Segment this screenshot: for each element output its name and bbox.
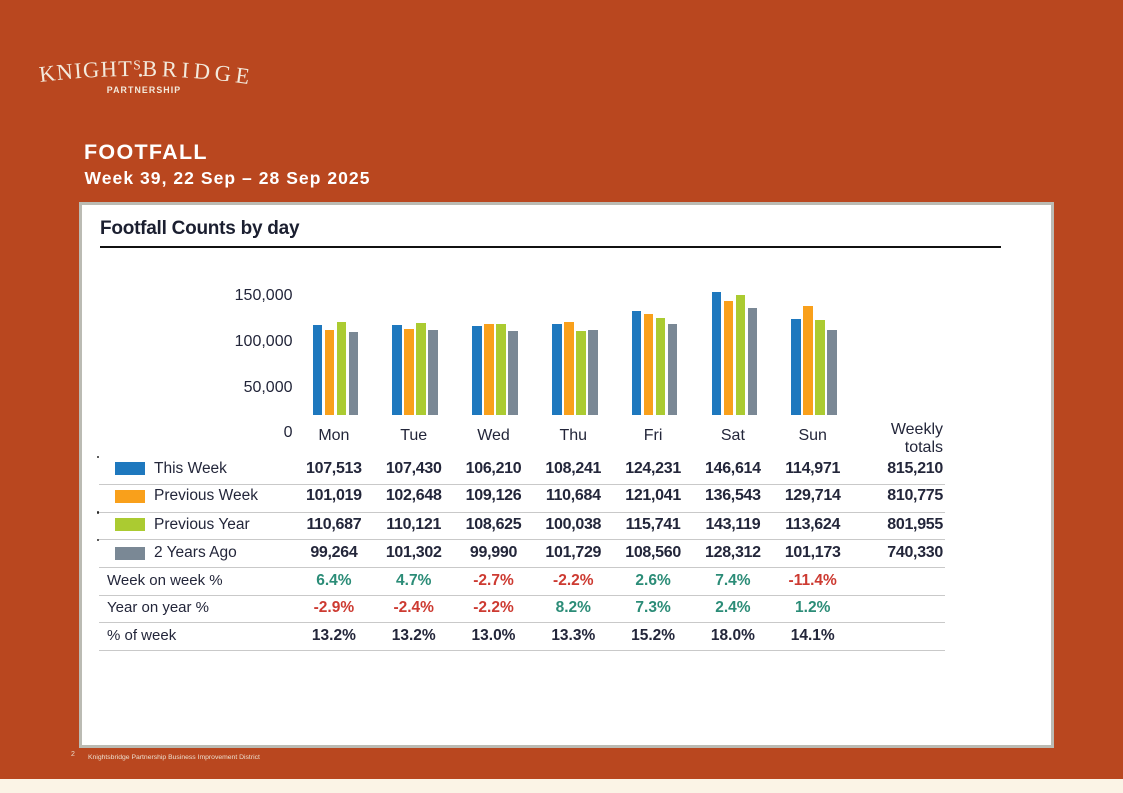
svg-text:PARTNERSHIP: PARTNERSHIP [107, 85, 182, 95]
